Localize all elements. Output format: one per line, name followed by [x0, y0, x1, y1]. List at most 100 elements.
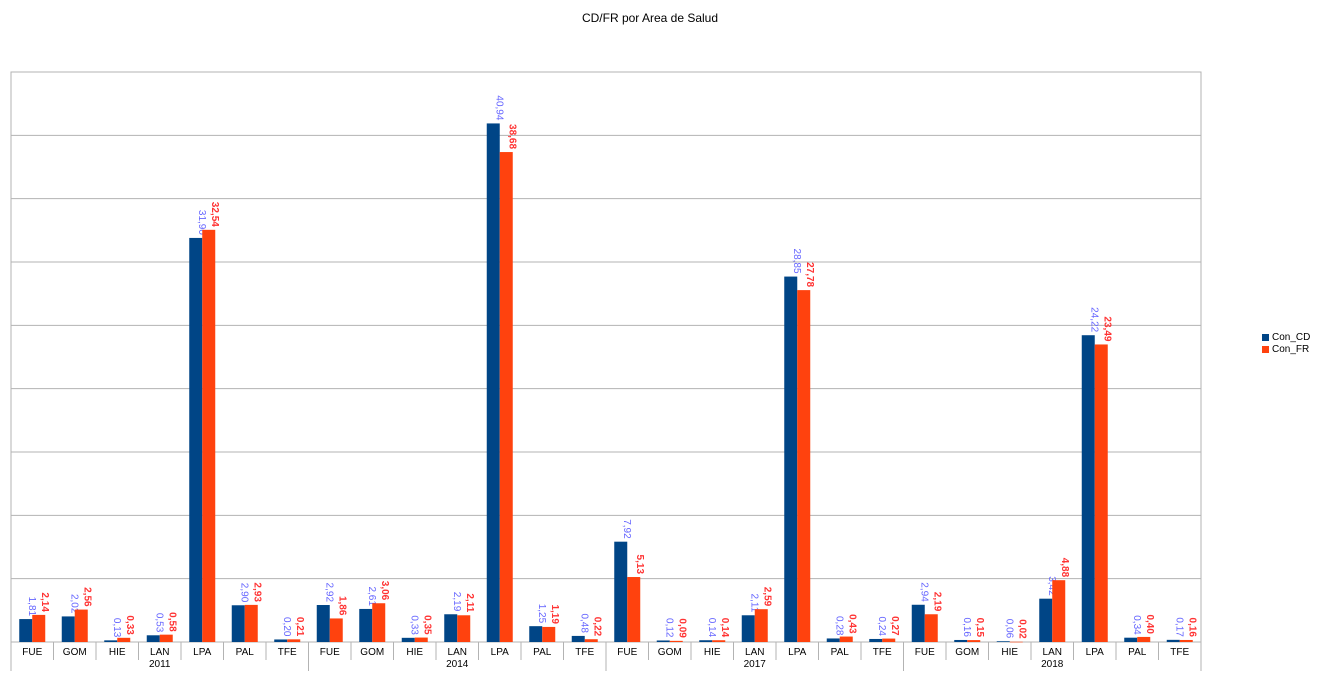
bar-con-cd — [401, 637, 415, 642]
data-label-con-fr: 2,11 — [464, 593, 475, 612]
data-label-con-cd: 24,22 — [1088, 307, 1099, 332]
bar-con-cd — [614, 541, 628, 642]
data-label-con-cd: 3,42 — [1046, 576, 1057, 596]
bar-con-fr — [159, 634, 173, 642]
data-label-con-fr: 0,16 — [1186, 618, 1197, 638]
chart-title: CD/FR por Area de Salud — [581, 11, 719, 25]
data-label-con-fr: 0,58 — [166, 612, 177, 632]
data-label-con-cd: 0,48 — [578, 613, 589, 633]
x-tick-label: TFE — [1170, 647, 1189, 658]
x-tick-label: LPA — [193, 647, 211, 658]
data-label-con-cd: 2,19 — [451, 592, 462, 612]
x-tick-label: LAN — [448, 647, 467, 658]
data-label-con-fr: 0,14 — [719, 618, 730, 638]
bar-con-fr — [457, 615, 471, 642]
x-tick-label: GOM — [658, 647, 682, 658]
data-label-con-cd: 40,94 — [493, 95, 504, 120]
legend-label-con-fr: Con_FR — [1272, 343, 1310, 355]
data-label-con-fr: 0,15 — [974, 618, 985, 638]
bar-con-cd — [784, 276, 798, 642]
data-label-con-fr: 1,86 — [336, 596, 347, 616]
x-tick-label: LAN — [1043, 647, 1062, 658]
data-label-con-cd: 0,12 — [663, 618, 674, 638]
data-label-con-cd: 0,14 — [706, 618, 717, 638]
data-label-con-fr: 2,14 — [39, 592, 50, 612]
x-tick-label: FUE — [22, 647, 42, 658]
bar-con-fr — [754, 609, 768, 642]
bar-con-fr — [287, 639, 301, 642]
bar-con-cd — [869, 638, 883, 642]
bar-con-fr — [542, 626, 556, 642]
bar-con-cd — [316, 605, 330, 642]
data-label-con-cd: 0,13 — [111, 618, 122, 638]
data-label-con-cd: 2,61 — [366, 586, 377, 606]
bar-con-cd — [996, 641, 1010, 642]
bar-con-fr — [797, 290, 811, 642]
data-label-con-cd: 0,06 — [1003, 619, 1014, 639]
bar-con-fr — [372, 603, 386, 642]
bar-con-fr — [117, 637, 131, 642]
x-tick-label: LPA — [788, 647, 806, 658]
bar-con-cd — [61, 616, 75, 642]
x-group-label: 2017 — [744, 659, 767, 670]
data-label-con-cd: 2,11 — [748, 594, 759, 613]
x-group-label: 2014 — [446, 659, 469, 670]
x-tick-label: GOM — [955, 647, 979, 658]
data-label-con-cd: 0,33 — [408, 615, 419, 635]
data-label-con-cd: 2,94 — [918, 582, 929, 602]
x-tick-label: PAL — [236, 647, 255, 658]
data-label-con-fr: 0,21 — [294, 617, 305, 637]
x-tick-label: LPA — [491, 647, 509, 658]
data-label-con-cd: 31,90 — [196, 210, 207, 235]
data-label-con-cd: 2,90 — [238, 583, 249, 603]
bar-con-fr — [1137, 636, 1151, 642]
bar-con-fr — [329, 618, 343, 642]
bar-con-fr — [414, 637, 428, 642]
data-label-con-fr: 0,43 — [846, 614, 857, 634]
bar-con-cd — [529, 626, 543, 642]
x-tick-label: HIE — [704, 647, 721, 658]
x-tick-label: FUE — [915, 647, 935, 658]
data-label-con-fr: 27,78 — [804, 262, 815, 287]
bar-con-fr — [924, 614, 938, 642]
data-label-con-fr: 0,33 — [124, 615, 135, 635]
bar-con-fr — [712, 640, 726, 642]
bar-con-fr — [1179, 639, 1193, 642]
x-tick-label: FUE — [320, 647, 340, 658]
x-tick-label: LAN — [150, 647, 169, 658]
x-tick-label: PAL — [533, 647, 552, 658]
bar-con-fr — [669, 640, 683, 642]
data-label-con-cd: 0,34 — [1131, 615, 1142, 635]
bar-con-cd — [1166, 639, 1180, 642]
bar-con-cd — [911, 604, 925, 642]
data-label-con-fr: 0,35 — [421, 615, 432, 635]
bar-con-fr — [499, 152, 513, 642]
bar-con-cd — [146, 635, 160, 642]
bar-con-fr — [584, 639, 598, 642]
x-tick-label: HIE — [406, 647, 423, 658]
data-label-con-cd: 1,25 — [536, 604, 547, 624]
legend-swatch-con-fr — [1262, 345, 1269, 353]
bar-con-cd — [1039, 598, 1053, 642]
data-label-con-cd: 0,28 — [833, 616, 844, 636]
x-tick-label: GOM — [360, 647, 384, 658]
x-tick-label: GOM — [63, 647, 87, 658]
x-tick-label: TFE — [278, 647, 297, 658]
legend-item-con-fr: Con_FR — [1262, 343, 1310, 355]
data-label-con-cd: 2,92 — [323, 583, 334, 603]
bar-con-cd — [656, 640, 670, 642]
x-tick-label: PAL — [1128, 647, 1147, 658]
bar-con-fr — [1094, 344, 1108, 642]
data-label-con-fr: 2,19 — [931, 592, 942, 612]
legend: Con_CD Con_FR — [1262, 331, 1310, 355]
data-label-con-fr: 0,22 — [591, 617, 602, 637]
bar-con-fr — [839, 636, 853, 642]
data-label-con-fr: 5,13 — [634, 555, 645, 575]
data-label-con-cd: 1,81 — [26, 597, 37, 617]
bar-con-cd — [699, 640, 713, 642]
data-label-con-cd: 7,92 — [621, 519, 632, 539]
x-tick-label: FUE — [617, 647, 637, 658]
data-label-con-cd: 0,16 — [961, 618, 972, 638]
bar-con-cd — [826, 638, 840, 642]
data-label-con-fr: 3,06 — [379, 581, 390, 601]
